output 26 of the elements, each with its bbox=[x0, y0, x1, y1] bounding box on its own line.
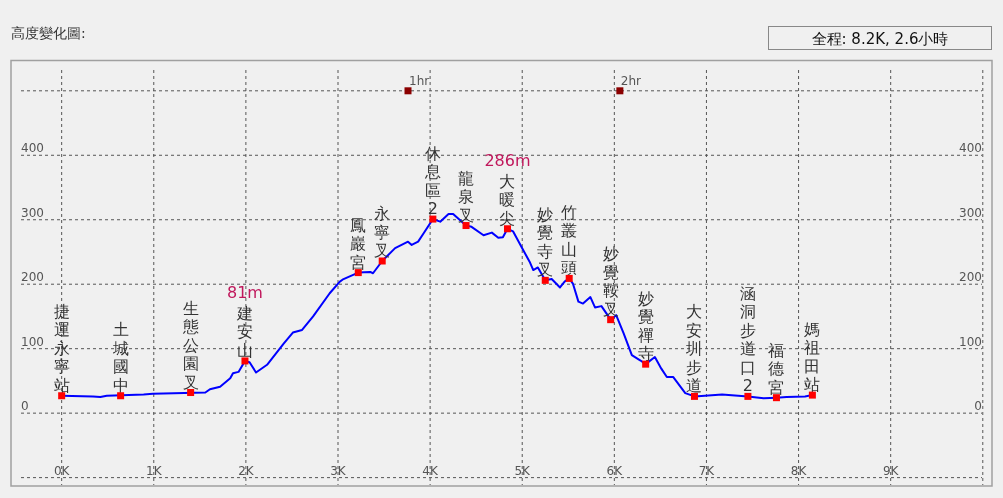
y2-tick-label: 400 bbox=[959, 141, 982, 156]
x-tick-label: 7K bbox=[698, 464, 716, 478]
annotation: 1hr bbox=[409, 73, 430, 88]
x-tick-label: 9K bbox=[882, 464, 900, 478]
x-tick-label: 8K bbox=[790, 464, 808, 478]
x-tick-label: 2K bbox=[238, 464, 255, 478]
y-tick-label: 400 bbox=[21, 141, 44, 156]
y-tick-label: 100 bbox=[21, 334, 44, 349]
y-tick-label: 300 bbox=[21, 205, 44, 220]
x-tick-label: 3K bbox=[330, 464, 347, 478]
chart-title: 高度變化圖: bbox=[11, 25, 86, 41]
annotation: 286m bbox=[484, 151, 531, 171]
x-tick-label: 1K bbox=[146, 464, 163, 478]
x-tick-label: 0K bbox=[53, 464, 71, 478]
x-tick-label: 4K bbox=[422, 464, 439, 478]
y2-tick-label: 200 bbox=[959, 270, 982, 285]
y2-tick-label: 0 bbox=[974, 399, 982, 414]
y-tick-label: 0 bbox=[21, 399, 29, 414]
y2-tick-label: 300 bbox=[959, 205, 982, 220]
y-tick-label: 200 bbox=[21, 270, 44, 285]
summary: 全程: 8.2K, 2.6小時 bbox=[768, 26, 992, 50]
annotation: 81m bbox=[226, 283, 263, 303]
annotation: 2hr bbox=[620, 73, 642, 88]
x-tick-label: 6K bbox=[606, 464, 624, 478]
x-tick-label: 5K bbox=[514, 464, 532, 478]
y2-tick-label: 100 bbox=[959, 334, 982, 349]
